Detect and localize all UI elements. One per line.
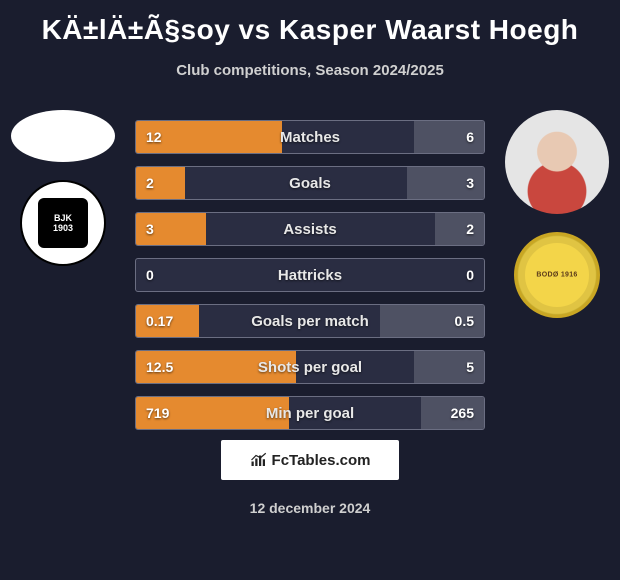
club-left-badge: BJK 1903 xyxy=(20,180,106,266)
player-left-avatar xyxy=(11,110,115,162)
stat-label: Hattricks xyxy=(136,259,484,291)
branding-text: FcTables.com xyxy=(272,452,371,469)
stat-label: Matches xyxy=(136,121,484,153)
right-player-column: BODØ 1916 xyxy=(502,110,612,318)
date-caption: 12 december 2024 xyxy=(0,500,620,516)
stat-row: 2Goals3 xyxy=(135,166,485,200)
stat-value-right: 2 xyxy=(466,213,474,245)
stat-row: 12.5Shots per goal5 xyxy=(135,350,485,384)
stat-label: Goals per match xyxy=(136,305,484,337)
stat-label: Assists xyxy=(136,213,484,245)
stat-value-right: 3 xyxy=(466,167,474,199)
stat-value-right: 5 xyxy=(466,351,474,383)
chart-icon xyxy=(250,452,268,468)
club-left-abbr: BJK xyxy=(54,213,72,223)
stat-row: 12Matches6 xyxy=(135,120,485,154)
stat-row: 719Min per goal265 xyxy=(135,396,485,430)
stats-table: 12Matches62Goals33Assists20Hattricks00.1… xyxy=(135,120,485,430)
stat-value-right: 0 xyxy=(466,259,474,291)
branding-badge[interactable]: FcTables.com xyxy=(221,440,399,480)
stat-value-right: 6 xyxy=(466,121,474,153)
stat-value-right: 0.5 xyxy=(455,305,474,337)
stat-label: Shots per goal xyxy=(136,351,484,383)
stat-value-right: 265 xyxy=(451,397,474,429)
club-left-year: 1903 xyxy=(53,223,73,233)
player-right-avatar xyxy=(505,110,609,214)
stat-row: 0Hattricks0 xyxy=(135,258,485,292)
club-right-text: BODØ 1916 xyxy=(517,272,597,279)
left-player-column: BJK 1903 xyxy=(8,110,118,266)
stat-label: Goals xyxy=(136,167,484,199)
club-right-badge: BODØ 1916 xyxy=(514,232,600,318)
stat-label: Min per goal xyxy=(136,397,484,429)
stat-row: 3Assists2 xyxy=(135,212,485,246)
stat-row: 0.17Goals per match0.5 xyxy=(135,304,485,338)
page-title: KÄ±lÄ±Ã§soy vs Kasper Waarst Hoegh xyxy=(0,0,620,46)
subtitle: Club competitions, Season 2024/2025 xyxy=(0,62,620,79)
